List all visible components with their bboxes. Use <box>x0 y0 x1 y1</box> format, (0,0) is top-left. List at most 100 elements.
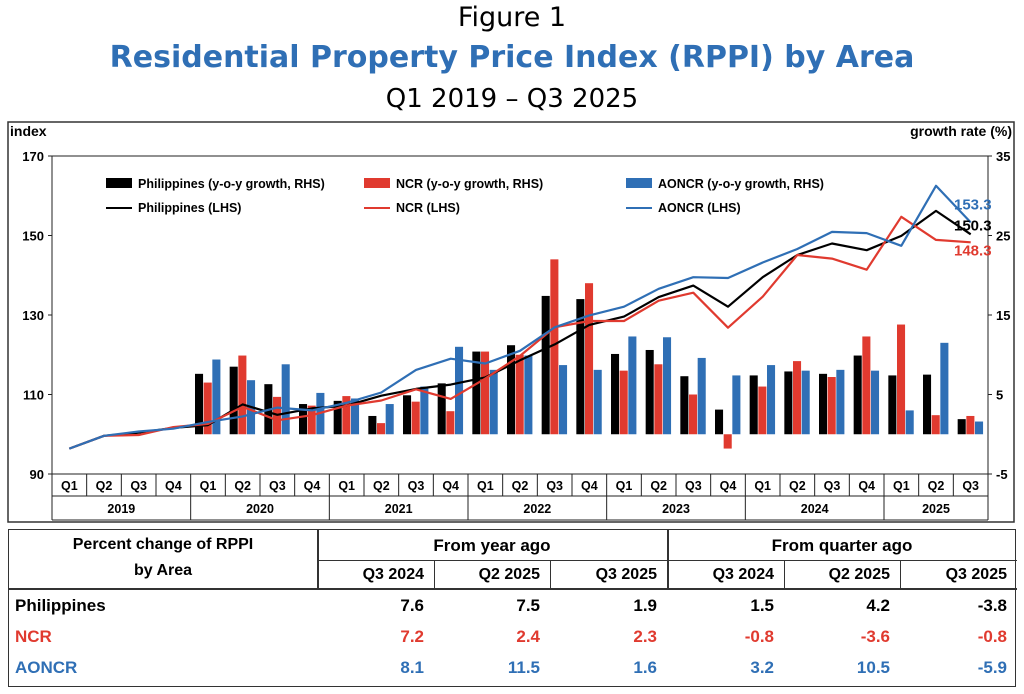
x-tick-label: Q2 <box>789 479 806 493</box>
bar-1 <box>446 411 455 435</box>
bar-1 <box>307 405 316 435</box>
bar-0 <box>611 353 620 435</box>
bar-1 <box>203 382 212 435</box>
table-cell: 7.5 <box>516 596 540 615</box>
bar-0 <box>680 376 689 435</box>
bar-1 <box>377 423 386 435</box>
x-tick-label: Q4 <box>720 479 737 493</box>
bar-0 <box>957 419 966 435</box>
rppi-change-table: Percent change of RPPI by Area From year a… <box>8 529 1017 687</box>
bar-0 <box>784 371 793 435</box>
bar-1 <box>931 415 940 435</box>
year-label: 2022 <box>523 502 551 516</box>
table-col-divider <box>900 560 901 588</box>
legend-bar-swatch-1 <box>364 178 390 188</box>
y-axis-left-label: index <box>10 123 47 139</box>
rppi-chart: index growth rate (%) 90 110 130 150 170 -5 5 15 2… <box>7 121 1015 523</box>
bar-1 <box>481 351 490 435</box>
bar-0 <box>333 400 342 435</box>
bar-2 <box>351 398 360 435</box>
row-label-ncr: NCR <box>15 627 52 646</box>
bar-1 <box>515 354 524 435</box>
bar-2 <box>836 369 845 435</box>
bar-2 <box>940 342 949 435</box>
bar-1 <box>862 336 871 435</box>
legend-bar-swatch-2 <box>626 178 652 188</box>
y-right-tick-label: 15 <box>996 308 1010 323</box>
legend-line-label-1: NCR (LHS) <box>396 201 460 215</box>
x-tick-label: Q2 <box>96 479 113 493</box>
y-left-tick-label: 110 <box>23 388 44 403</box>
x-tick-label: Q3 <box>824 479 841 493</box>
x-tick-label: Q2 <box>650 479 667 493</box>
bar-1 <box>827 377 836 435</box>
x-tick-label: Q4 <box>165 479 182 493</box>
bar-0 <box>368 415 377 435</box>
bar-0 <box>507 345 516 435</box>
table-cell: 11.5 <box>507 658 540 677</box>
table-cell: 3.2 <box>750 658 774 677</box>
bar-0 <box>229 366 238 435</box>
y-left-tick-label: 130 <box>22 308 44 323</box>
bar-0 <box>715 409 724 435</box>
end-value-label-0: 153.3 <box>954 196 992 213</box>
y-right-tick-label: 25 <box>996 229 1010 244</box>
table-cell: 7.6 <box>400 596 424 615</box>
y-left-tick-label: 150 <box>22 229 44 244</box>
bar-1 <box>723 434 732 449</box>
bar-2 <box>559 365 568 435</box>
x-tick-label: Q3 <box>962 479 979 493</box>
x-tick-label: Q3 <box>685 479 702 493</box>
bar-2 <box>628 336 637 435</box>
x-tick-label: Q2 <box>234 479 251 493</box>
column-header: Q2 2025 <box>478 566 540 583</box>
table-col-divider <box>434 560 435 588</box>
column-header: Q3 2024 <box>712 566 774 583</box>
bar-0 <box>195 373 204 435</box>
x-tick-label: Q1 <box>200 479 217 493</box>
table-cell: 1.9 <box>633 596 657 615</box>
x-tick-label: Q4 <box>442 479 459 493</box>
bar-1 <box>619 370 628 435</box>
table-cell: 7.2 <box>400 627 424 646</box>
bar-0 <box>299 404 308 435</box>
table-hline-group <box>317 560 1017 561</box>
y-left-tick-label: 170 <box>22 149 44 164</box>
figure-subtitle: Q1 2019 – Q3 2025 <box>385 84 639 114</box>
bar-0 <box>923 374 932 435</box>
legend-bar-swatch-0 <box>106 178 132 188</box>
x-tick-label: Q3 <box>408 479 425 493</box>
table-vline-1 <box>317 530 319 588</box>
x-tick-label: Q3 <box>130 479 147 493</box>
legend-bar-label-1: NCR (y-o-y growth, RHS) <box>396 177 543 191</box>
table-header-label: Percent change of RPPI <box>72 536 254 553</box>
bar-2 <box>455 346 464 435</box>
bar-2 <box>732 375 741 435</box>
x-tick-label: Q1 <box>893 479 910 493</box>
table-cell: 10.5 <box>856 658 890 677</box>
year-label: 2024 <box>801 502 829 516</box>
bar-2 <box>385 404 394 435</box>
year-label: 2019 <box>107 502 135 516</box>
bar-0 <box>853 355 862 435</box>
bar-2 <box>489 369 498 435</box>
bar-2 <box>801 370 810 435</box>
table-vline-2 <box>667 530 669 588</box>
table-cell: 1.5 <box>750 596 774 615</box>
bar-1 <box>411 401 420 435</box>
end-value-label-1: 150.3 <box>954 218 992 235</box>
y-right-tick-label: 35 <box>996 149 1010 164</box>
bar-0 <box>645 349 654 435</box>
group-header-year: From year ago <box>433 536 551 555</box>
x-tick-label: Q1 <box>477 479 494 493</box>
x-tick-label: Q3 <box>546 479 563 493</box>
column-header: Q3 2025 <box>595 566 657 583</box>
figure-title: Residential Property Price Index (RPPI) … <box>109 40 915 75</box>
legend-bar-label-0: Philippines (y-o-y growth, RHS) <box>138 177 325 191</box>
legend-line-label-0: Philippines (LHS) <box>138 201 241 215</box>
x-tick-label: Q4 <box>304 479 321 493</box>
x-tick-label: Q1 <box>338 479 355 493</box>
table-header-label-line2: by Area <box>133 562 193 579</box>
bar-0 <box>888 375 897 435</box>
bar-1 <box>793 361 802 435</box>
